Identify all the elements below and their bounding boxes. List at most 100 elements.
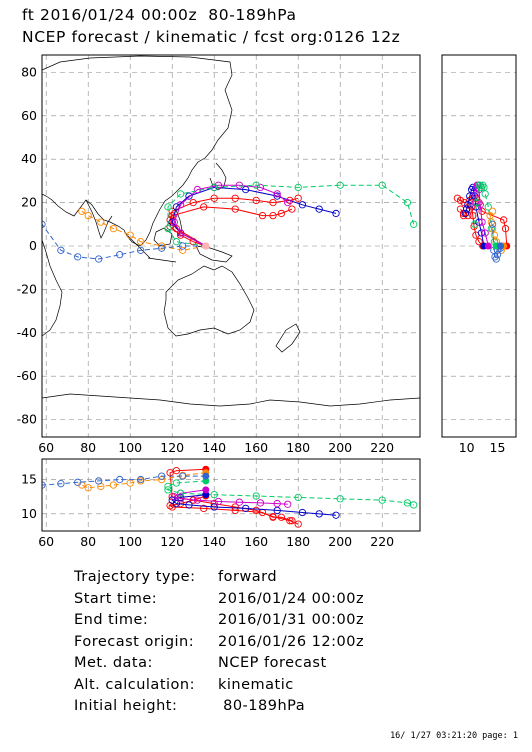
trajectory-point: [242, 185, 250, 194]
trajectory-point: [284, 500, 292, 508]
coast-africa: [42, 239, 63, 337]
trajectory-point: [288, 205, 296, 213]
x-tick-label: 60: [38, 440, 54, 455]
trajectory-point: [158, 244, 166, 252]
trajectory-point: [95, 255, 103, 263]
trajectory-point: [477, 229, 486, 237]
trajectory-point: [172, 467, 181, 475]
lon-x-tick-label: 100: [118, 534, 142, 549]
trajectory-point: [172, 238, 181, 246]
trajectory-point: [42, 481, 46, 489]
y-tick-label: 0: [29, 238, 37, 253]
trajectory-point: [294, 183, 302, 192]
coast-sumatra: [125, 233, 151, 259]
trajectory-info: Trajectory type: forward Start time: 2016/…: [74, 569, 364, 720]
trajectory-point: [294, 493, 302, 502]
coast-newzealand: [275, 323, 301, 353]
trajectory-point: [231, 194, 239, 202]
trajectory-point: [193, 496, 202, 504]
longitude-panel: 60 80 100 120 140 160 180 200 220 10 15: [21, 458, 421, 549]
trajectory-point: [57, 480, 65, 488]
lon-y-tick-label: 10: [21, 506, 37, 521]
trajectory-line: [167, 184, 415, 247]
trajectory-point: [126, 231, 134, 239]
trajectory-point: [269, 512, 277, 521]
info-label: Met. data:: [74, 655, 153, 671]
trajectory-point: [137, 475, 145, 484]
trajectory-point: [298, 508, 307, 517]
trajectory-line: [173, 184, 289, 247]
trajectory-point: [294, 520, 302, 528]
lon-x-tick-label: 220: [370, 534, 394, 549]
trajectory-point: [164, 203, 172, 211]
trajectory-point: [179, 246, 187, 254]
info-label: End time:: [74, 612, 149, 628]
trajectory-point: [116, 475, 124, 484]
trajectory-point: [469, 211, 477, 220]
trajectory-point: [471, 220, 479, 228]
trajectory-point: [294, 194, 302, 202]
trajectory-point: [315, 205, 323, 213]
lon-y-ticks: 10 15: [21, 472, 37, 521]
start-point: [202, 477, 210, 485]
info-label: Initial height:: [74, 698, 178, 714]
trajectory-point: [252, 181, 260, 189]
trajectory-point: [200, 203, 208, 211]
chart-header-line2: NCEP forecast / kinematic / fcst org:012…: [22, 28, 401, 46]
trajectory-point: [109, 481, 118, 489]
trajectory-point: [461, 209, 470, 218]
trajectory-point: [467, 185, 476, 194]
lon-trajectories: [42, 465, 418, 528]
footer-timestamp: 16/ 1/27 03:21:20 page: 1: [390, 731, 518, 741]
trajectory-point: [170, 218, 178, 226]
trajectory-point: [273, 506, 281, 515]
trajectory-point: [235, 181, 244, 189]
coastlines: [42, 55, 420, 407]
trajectory-point: [74, 478, 82, 486]
info-value: forward: [218, 569, 278, 585]
trajectory-point: [273, 190, 281, 198]
trajectory-point: [403, 198, 412, 207]
trajectory-point: [164, 224, 172, 233]
trajectory-point: [478, 218, 486, 226]
trajectory-point: [403, 499, 412, 507]
info-value: kinematic: [218, 676, 294, 693]
info-row: Alt. calculation: kinematic: [74, 677, 364, 699]
trajectory-point: [476, 201, 484, 209]
trajectory-point: [478, 207, 486, 215]
lon-x-tick-label: 120: [160, 534, 184, 549]
trajectory-point: [176, 190, 185, 198]
x-tick-label: 100: [118, 440, 142, 455]
trajectory-point: [116, 251, 124, 259]
trajectory-point: [176, 495, 185, 503]
lat-frame: [441, 54, 517, 438]
x-tick-label: 80: [80, 440, 96, 455]
trajectory-point: [210, 503, 218, 511]
trajectory-point: [298, 201, 307, 209]
trajectory-point: [286, 196, 294, 205]
start-point: [202, 472, 210, 480]
info-value: 2016/01/24 00:00z: [218, 590, 365, 607]
trajectory-line: [42, 475, 206, 486]
lat-x-tick-label: 10: [459, 440, 475, 455]
info-value: 2016/01/26 12:00z: [218, 633, 365, 650]
trajectory-point: [214, 181, 223, 189]
lon-frame: [41, 458, 421, 532]
trajectory-line: [171, 186, 337, 247]
main-frame: [41, 54, 421, 438]
trajectory-point: [460, 198, 468, 207]
trajectory-point: [493, 251, 502, 259]
trajectory-point: [137, 246, 145, 254]
trajectory-point: [189, 198, 197, 207]
main-x-ticks: 60 80 100 120 140 160 180 200 220: [38, 440, 394, 455]
trajectory-point: [481, 190, 489, 198]
trajectory-point: [256, 183, 265, 192]
coast-asia: [42, 55, 233, 247]
main-trajectories: [42, 181, 418, 263]
lon-x-tick-label: 160: [244, 534, 268, 549]
info-label: Start time:: [74, 590, 158, 607]
trajectory-point: [172, 499, 181, 508]
lon-x-tick-label: 200: [328, 534, 352, 549]
trajectory-point: [336, 181, 344, 189]
y-tick-label: -60: [17, 368, 37, 383]
